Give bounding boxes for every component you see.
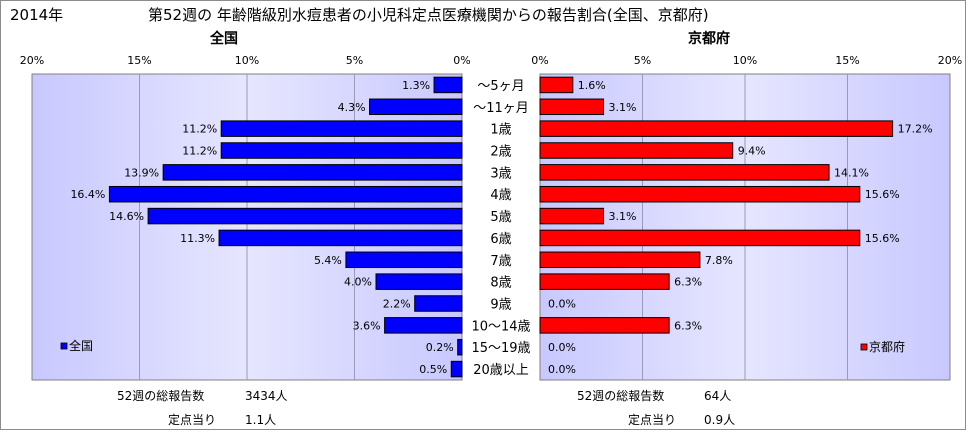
left-legend-label: 全国 [69, 338, 93, 353]
right-bar [539, 207, 605, 225]
category-label: 3歳 [490, 166, 511, 181]
right-chart-title: 京都府 [688, 31, 730, 47]
category-label: 7歳 [490, 254, 511, 269]
right-total-label: 52週の総報告数 [577, 389, 665, 403]
left-per-label: 定点当り [168, 413, 217, 427]
left-bar [450, 360, 463, 378]
left-bar [433, 76, 463, 94]
right-bar [539, 120, 894, 137]
year-label: 2014年 [10, 6, 64, 24]
left-bar [147, 207, 463, 225]
right-bar [539, 273, 670, 290]
category-label: ～5ヶ月 [477, 79, 524, 94]
right-tick-label: 0% [531, 54, 548, 67]
category-label: 9歳 [490, 298, 511, 313]
left-bar [108, 185, 463, 203]
left-tick-label: 0% [453, 54, 470, 67]
left-tick-label: 5% [346, 54, 363, 67]
right-data-label: 6.3% [674, 319, 702, 332]
right-data-label: 15.6% [865, 188, 900, 201]
left-data-label: 1.3% [402, 79, 430, 92]
left-data-label: 2.2% [383, 298, 411, 311]
left-bar [369, 98, 463, 116]
category-label: 6歳 [490, 232, 511, 247]
left-total-label: 52週の総報告数 [117, 389, 205, 403]
category-label: 2歳 [490, 145, 511, 160]
left-bar [384, 317, 463, 334]
left-data-label: 0.2% [426, 341, 454, 354]
left-bar [345, 251, 463, 269]
right-bar [539, 229, 861, 247]
category-label: 15～19歳 [471, 341, 530, 356]
left-data-label: 13.9% [124, 166, 159, 179]
left-data-label: 4.3% [338, 101, 366, 114]
left-tick-label: 20% [20, 54, 44, 67]
left-bar [375, 273, 463, 290]
right-bar [539, 251, 701, 269]
right-bar [539, 317, 670, 334]
left-bar [220, 142, 463, 159]
right-legend-label: 京都府 [869, 339, 905, 354]
left-bar [220, 120, 463, 137]
right-bar [539, 76, 574, 94]
left-bar [218, 229, 463, 247]
right-per-label: 定点当り [628, 413, 677, 427]
left-data-label: 11.2% [182, 145, 217, 158]
left-data-label: 4.0% [344, 276, 372, 289]
category-label: 10～14歳 [471, 319, 530, 334]
left-bar [162, 164, 463, 181]
right-bar [539, 142, 734, 159]
right-data-label: 14.1% [834, 166, 869, 179]
category-label: 4歳 [490, 188, 511, 203]
right-bar [539, 98, 605, 116]
right-data-label: 1.6% [578, 79, 606, 92]
category-label: 8歳 [490, 276, 511, 291]
left-tick-label: 15% [127, 54, 151, 67]
right-legend-swatch [860, 343, 868, 351]
left-bar [457, 338, 463, 356]
category-label: ～11ヶ月 [473, 101, 529, 116]
right-per-value: 0.9人 [704, 413, 736, 427]
main-title: 第52週の 年齢階級別水痘患者の小児科定点医療機関からの報告割合(全国、京都府) [148, 6, 709, 24]
left-data-label: 16.4% [70, 188, 105, 201]
right-data-label: 6.3% [674, 276, 702, 289]
right-tick-label: 20% [938, 54, 962, 67]
left-data-label: 11.3% [180, 232, 215, 245]
left-data-label: 5.4% [314, 254, 342, 267]
category-label: 1歳 [490, 123, 511, 138]
right-tick-label: 5% [634, 54, 651, 67]
right-data-label: 9.4% [738, 145, 766, 158]
left-data-label: 14.6% [109, 210, 144, 223]
left-data-label: 11.2% [182, 123, 217, 136]
right-total-value: 64人 [704, 389, 732, 403]
left-per-value: 1.1人 [245, 413, 277, 427]
left-data-label: 0.5% [419, 363, 447, 376]
left-legend-swatch [60, 342, 68, 350]
right-tick-label: 15% [835, 54, 859, 67]
left-tick-label: 10% [235, 54, 259, 67]
right-bar [539, 164, 830, 181]
left-data-label: 3.6% [353, 319, 381, 332]
right-data-label: 15.6% [865, 232, 900, 245]
left-total-value: 3434人 [245, 389, 288, 403]
left-chart-title: 全国 [210, 31, 238, 47]
right-data-label: 7.8% [705, 254, 733, 267]
category-label: 5歳 [490, 210, 511, 225]
right-data-label: 17.2% [898, 123, 933, 136]
right-data-label: 0.0% [548, 363, 576, 376]
right-data-label: 3.1% [609, 210, 637, 223]
right-tick-label: 10% [733, 54, 757, 67]
left-bar [414, 295, 463, 312]
right-data-label: 0.0% [548, 298, 576, 311]
category-label: 20歳以上 [473, 363, 529, 378]
right-data-label: 3.1% [609, 101, 637, 114]
right-data-label: 0.0% [548, 341, 576, 354]
right-bar [539, 185, 861, 203]
